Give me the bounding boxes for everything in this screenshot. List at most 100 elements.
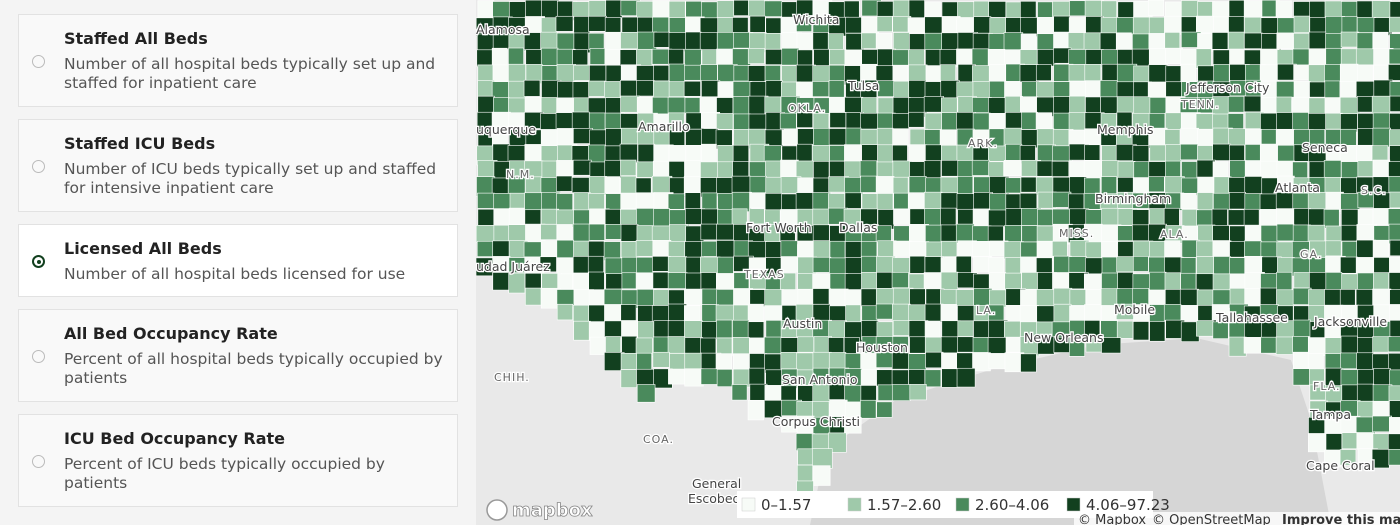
county bbox=[1084, 144, 1101, 161]
county bbox=[1020, 289, 1037, 307]
county bbox=[667, 336, 686, 354]
county bbox=[556, 64, 577, 83]
county bbox=[957, 176, 974, 195]
county bbox=[700, 64, 718, 83]
county bbox=[524, 144, 542, 163]
county bbox=[747, 399, 764, 421]
county bbox=[589, 336, 608, 355]
county bbox=[652, 271, 670, 289]
county bbox=[556, 175, 573, 192]
map-label: TEXAS bbox=[743, 268, 785, 281]
county bbox=[1068, 49, 1087, 65]
county bbox=[556, 224, 573, 243]
metric-option[interactable]: Staffed ICU Beds Number of ICU beds typic… bbox=[18, 119, 458, 212]
county bbox=[685, 144, 702, 161]
county bbox=[1148, 176, 1165, 193]
radio[interactable] bbox=[32, 455, 45, 468]
county bbox=[1019, 145, 1036, 163]
county bbox=[701, 321, 719, 340]
county bbox=[1149, 48, 1168, 67]
metric-option[interactable]: Staffed All Beds Number of all hospital b… bbox=[18, 14, 458, 107]
county bbox=[1372, 415, 1392, 433]
county bbox=[636, 80, 655, 97]
county bbox=[765, 160, 782, 179]
county bbox=[1389, 239, 1400, 257]
county bbox=[908, 80, 927, 101]
county bbox=[1068, 193, 1085, 210]
county bbox=[701, 192, 718, 210]
county bbox=[989, 193, 1008, 211]
county bbox=[1260, 160, 1279, 179]
county bbox=[1180, 16, 1199, 35]
map-label: Seneca bbox=[1302, 140, 1348, 155]
metric-option[interactable]: All Bed Occupancy Rate Percent of all hos… bbox=[18, 309, 458, 402]
county bbox=[620, 224, 639, 242]
county bbox=[828, 80, 845, 98]
county bbox=[1308, 289, 1327, 308]
county bbox=[1164, 32, 1181, 49]
county bbox=[573, 320, 591, 341]
county bbox=[812, 288, 832, 305]
county bbox=[1371, 0, 1392, 20]
county bbox=[1101, 145, 1118, 162]
county bbox=[892, 128, 909, 147]
county bbox=[957, 336, 974, 353]
county bbox=[860, 175, 879, 193]
county bbox=[973, 16, 992, 34]
county bbox=[476, 49, 494, 67]
county bbox=[731, 384, 748, 401]
county bbox=[747, 321, 765, 340]
county bbox=[988, 113, 1006, 130]
radio[interactable] bbox=[32, 255, 45, 268]
county bbox=[988, 209, 1007, 228]
county bbox=[635, 240, 655, 257]
county bbox=[572, 272, 591, 291]
county bbox=[701, 143, 717, 163]
county bbox=[637, 16, 654, 33]
county bbox=[477, 0, 495, 20]
county bbox=[1324, 176, 1342, 193]
county bbox=[1275, 96, 1292, 115]
county bbox=[667, 193, 685, 210]
county bbox=[1117, 161, 1136, 179]
county bbox=[683, 80, 701, 97]
county bbox=[1228, 31, 1245, 50]
county bbox=[861, 16, 879, 36]
county bbox=[636, 256, 654, 275]
county bbox=[891, 384, 911, 401]
county bbox=[1212, 113, 1229, 130]
radio[interactable] bbox=[32, 350, 45, 363]
option-description: Number of all hospital beds typically se… bbox=[64, 55, 436, 92]
county bbox=[924, 256, 944, 275]
county bbox=[701, 208, 719, 226]
county bbox=[620, 175, 637, 196]
metric-option[interactable]: Licensed All Beds Number of all hospital … bbox=[18, 224, 458, 297]
radio[interactable] bbox=[32, 160, 45, 173]
radio[interactable] bbox=[32, 55, 45, 68]
county bbox=[636, 208, 657, 227]
county bbox=[732, 17, 749, 34]
county bbox=[572, 223, 592, 242]
option-title: Licensed All Beds bbox=[64, 239, 222, 258]
county bbox=[1260, 17, 1280, 34]
county bbox=[540, 47, 559, 66]
county bbox=[1100, 17, 1119, 35]
county bbox=[909, 384, 927, 401]
county bbox=[1053, 15, 1071, 33]
county bbox=[812, 240, 830, 260]
county bbox=[684, 320, 703, 338]
metric-option[interactable]: ICU Bed Occupancy Rate Percent of ICU bed… bbox=[18, 414, 458, 507]
county bbox=[667, 272, 688, 289]
county bbox=[908, 304, 927, 322]
county bbox=[1244, 176, 1263, 195]
county bbox=[828, 352, 847, 369]
county bbox=[1149, 144, 1167, 162]
county bbox=[1340, 224, 1358, 242]
county bbox=[1196, 159, 1216, 180]
county bbox=[1355, 289, 1376, 306]
county bbox=[1020, 256, 1039, 275]
county bbox=[1132, 256, 1149, 272]
county bbox=[1052, 176, 1072, 193]
county bbox=[732, 319, 750, 340]
county bbox=[604, 320, 624, 339]
